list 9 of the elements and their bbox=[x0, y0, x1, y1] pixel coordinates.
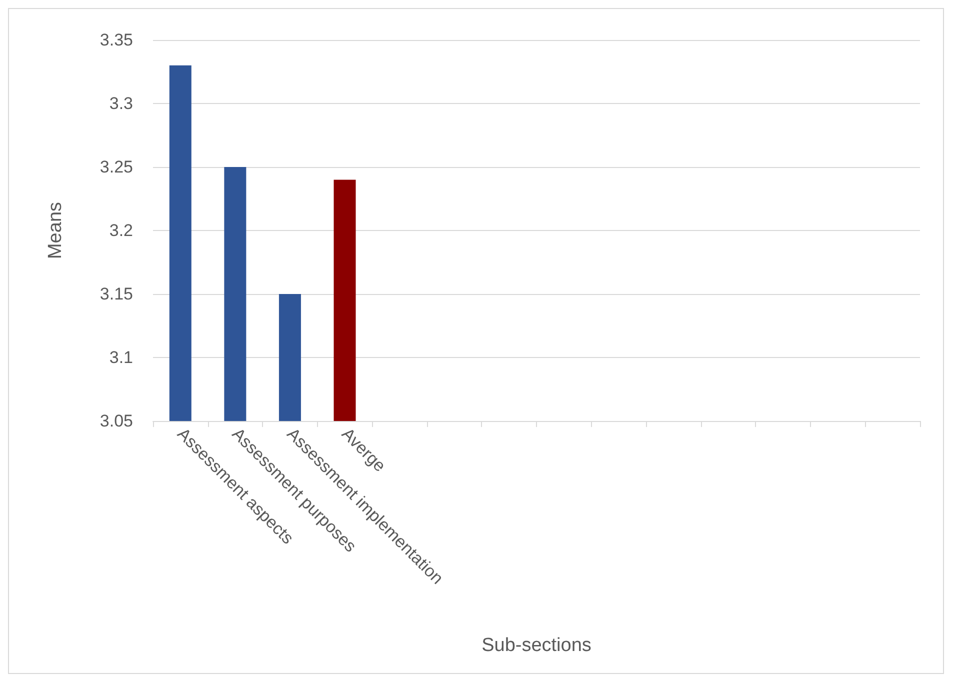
y-tick-label: 3.2 bbox=[109, 221, 133, 240]
x-axis-title: Sub-sections bbox=[482, 635, 592, 656]
y-tick-label: 3.05 bbox=[100, 412, 133, 430]
y-tick-label: 3.35 bbox=[100, 30, 133, 50]
y-tick-label: 3.15 bbox=[100, 284, 133, 304]
y-tick-label: 3.25 bbox=[100, 158, 133, 176]
y-axis-title: Means bbox=[45, 202, 66, 260]
y-tick-label: 3.1 bbox=[109, 348, 133, 367]
y-tick-label: 3.3 bbox=[109, 94, 133, 113]
